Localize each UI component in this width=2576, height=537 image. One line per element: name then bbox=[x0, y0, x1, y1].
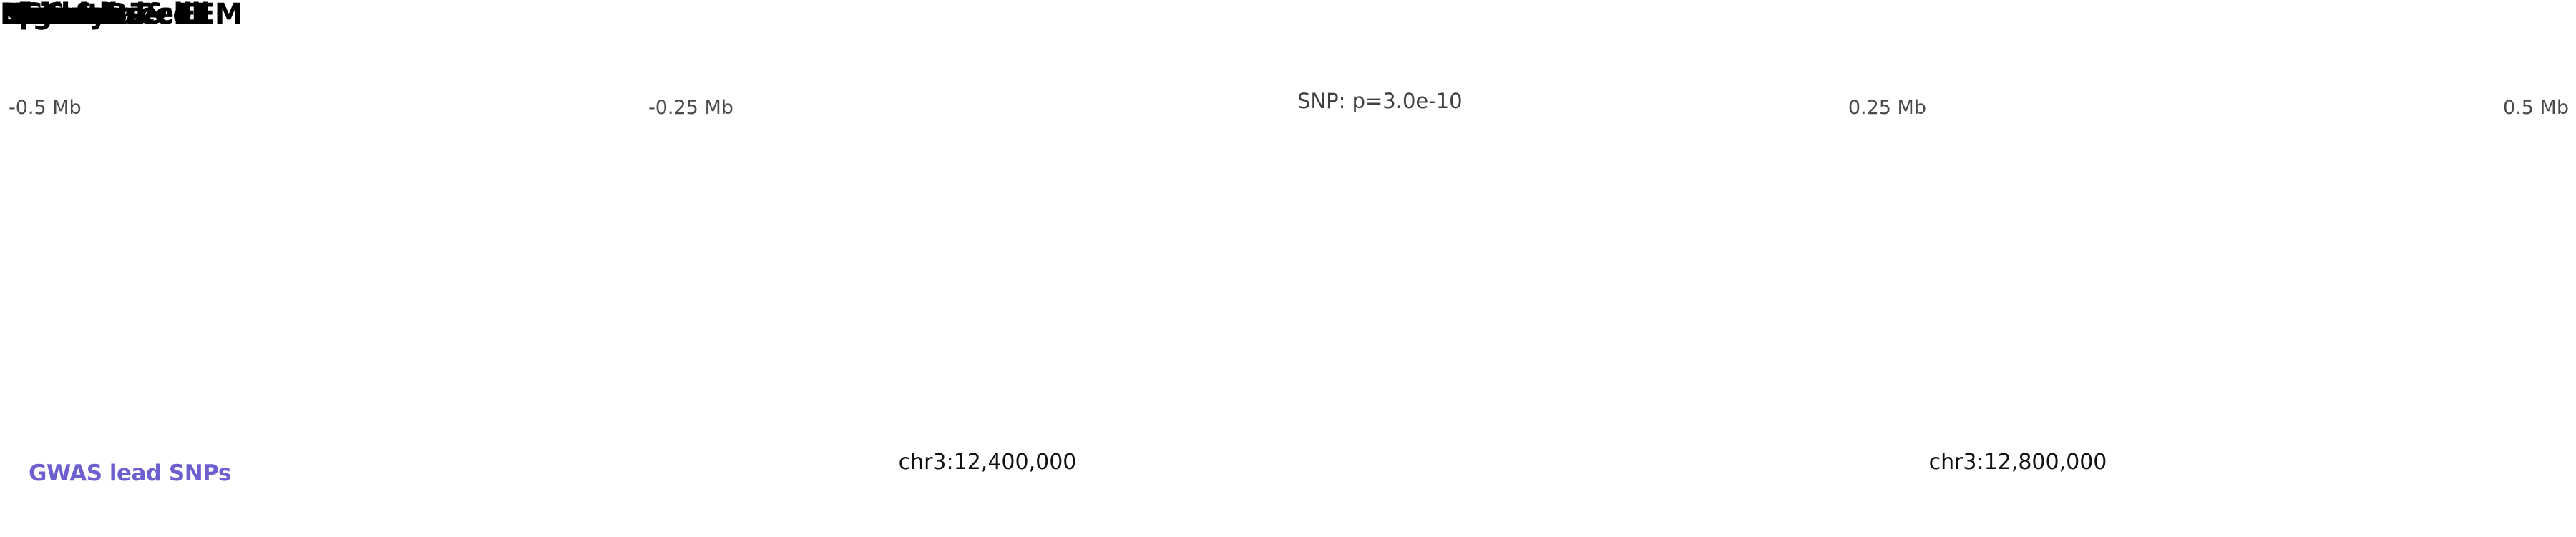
track-label-pancreas: Pancreas bbox=[0, 0, 142, 31]
snp-pvalue-label: SNP: p=3.0e-10 bbox=[1297, 89, 1463, 113]
track-label-hsc-b-cell: HSC & B-cell bbox=[0, 0, 192, 31]
scale-label-minus-0.5mb: -0.5 Mb bbox=[9, 97, 82, 119]
coordinate-label-right: chr3:12,800,000 bbox=[1928, 450, 2107, 475]
gwas-lead-snps-label: GWAS lead SNPs bbox=[29, 460, 231, 486]
track-label-muscle: Muscle bbox=[0, 0, 109, 31]
coordinate-label-left: chr3:12,400,000 bbox=[898, 450, 1077, 475]
track-label-digestive: Digestive bbox=[0, 0, 147, 31]
track-label-liver: Liver bbox=[0, 0, 77, 31]
track-label-blood-t-cell: Blood & T-cell bbox=[0, 0, 210, 31]
track-label-kidney: Kidney bbox=[0, 0, 107, 31]
track-label-brain: Brain bbox=[0, 0, 82, 31]
scale-label-minus-0.25mb: -0.25 Mb bbox=[648, 97, 733, 119]
scale-label-plus-0.25mb: 0.25 Mb bbox=[1848, 97, 1926, 119]
track-label-placenta-eem: Placenta & EEM bbox=[0, 0, 243, 31]
scale-label-plus-0.5mb: 0.5 Mb bbox=[2503, 97, 2569, 119]
track-label-epithelial: Epithelial bbox=[0, 0, 146, 31]
